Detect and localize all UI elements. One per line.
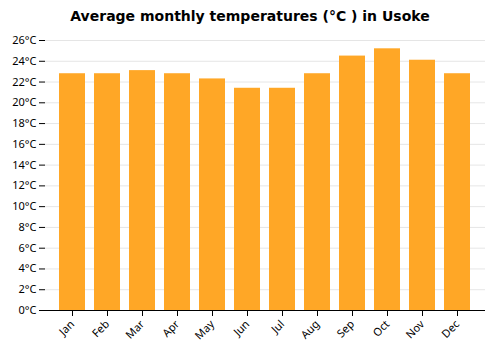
svg-text:16°C: 16°C [12,136,36,151]
svg-text:Aug: Aug [297,316,322,341]
svg-text:24°C: 24°C [12,53,36,68]
svg-text:6°C: 6°C [19,240,37,255]
html-text:Average monthly temperatures (: Average monthly temperatures (°C ) in Us… [70,8,430,24]
svg-text:Mar: Mar [122,316,148,342]
svg-text:Sep: Sep [333,316,357,340]
svg-text:2°C: 2°C [19,281,37,296]
svg-text:May: May [191,316,217,342]
svg-text:8°C: 8°C [19,219,37,234]
svg-text:14°C: 14°C [12,157,36,172]
svg-text:12°C: 12°C [12,177,36,192]
svg-text:Oct: Oct [369,316,392,339]
svg-text:Dec: Dec [438,316,462,340]
svg-text:Jan: Jan [54,316,77,339]
svg-text:Feb: Feb [88,316,112,340]
svg-text:Apr: Apr [159,316,183,340]
svg-text:10°C: 10°C [12,198,36,213]
svg-text:22°C: 22°C [12,74,36,89]
svg-text:20°C: 20°C [12,94,36,109]
svg-text:26°C: 26°C [12,32,36,47]
svg-text:Nov: Nov [402,316,427,341]
svg-text:18°C: 18°C [12,115,36,130]
svg-text:Jul: Jul [267,316,287,336]
svg-text:4°C: 4°C [19,260,37,275]
svg-text:Jun: Jun [229,316,252,339]
svg-text:0°C: 0°C [19,302,37,317]
